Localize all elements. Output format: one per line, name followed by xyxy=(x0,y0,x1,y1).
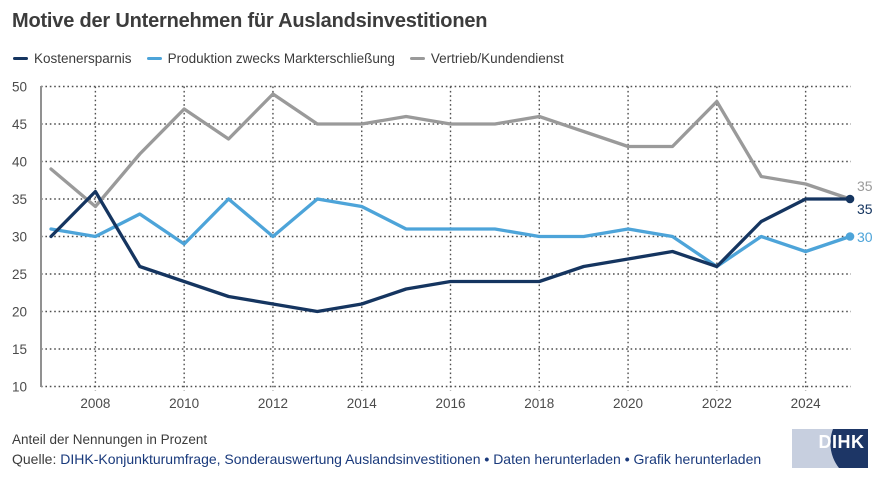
legend-item-vertrieb: Vertrieb/Kundendienst xyxy=(409,51,564,66)
logo-text: DIHK xyxy=(819,432,865,452)
x-tick-label: 2012 xyxy=(258,396,288,411)
y-tick-label: 10 xyxy=(12,380,27,395)
bullet-separator: • xyxy=(484,451,490,467)
download-graphic-link[interactable]: Grafik herunterladen xyxy=(633,451,762,467)
legend-label: Kostenersparnis xyxy=(34,51,132,66)
series-line-kostenersparnis xyxy=(49,189,852,314)
y-tick-label: 30 xyxy=(12,230,27,245)
legend-swatch-icon xyxy=(13,56,28,61)
x-tick-label: 2014 xyxy=(347,396,378,411)
y-tick-label: 40 xyxy=(12,155,27,170)
dihk-logo[interactable]: DIHK xyxy=(792,429,868,468)
y-tick-label: 50 xyxy=(12,80,27,95)
y-tick-label: 15 xyxy=(12,342,27,357)
logo-navy-shape xyxy=(830,429,868,468)
x-tick-label: 2020 xyxy=(613,396,643,411)
series-end-dot xyxy=(845,194,855,204)
source-line: Quelle: DIHK-Konjunkturumfrage, Sonderau… xyxy=(12,451,761,467)
x-tick-label: 2008 xyxy=(80,396,110,411)
legend-label: Vertrieb/Kundendienst xyxy=(430,51,564,66)
chart-title: Motive der Unternehmen für Auslandsinves… xyxy=(12,10,488,32)
chart-legend: Kostenersparnis Produktion zwecks Markte… xyxy=(13,51,564,66)
y-tick-label: 45 xyxy=(12,117,27,132)
y-tick-label: 25 xyxy=(12,267,27,282)
x-tick-label: 2016 xyxy=(435,396,465,411)
line-chart: 10 15 20 25 30 35 40 45 50 2008 2010 2012 2014 2016 20… xyxy=(12,80,873,412)
legend-swatch-icon xyxy=(146,56,162,61)
bullet-separator: • xyxy=(624,451,630,467)
series-end-dot xyxy=(845,232,855,241)
download-data-link[interactable]: Daten herunterladen xyxy=(493,451,621,467)
series-end-label: 35 xyxy=(857,201,873,217)
source-prefix: Quelle: xyxy=(12,451,57,467)
series-line-vertrieb-kundendienst xyxy=(49,92,852,209)
legend-swatch-icon xyxy=(409,56,425,61)
x-tick-label: 2010 xyxy=(169,396,199,411)
x-tick-label: 2024 xyxy=(791,396,822,411)
series-end-label: 35 xyxy=(857,178,873,194)
legend-label: Produktion zwecks Markterschließung xyxy=(167,51,395,66)
legend-item-kostenersparnis: Kostenersparnis xyxy=(13,51,132,66)
x-tick-label: 2018 xyxy=(524,396,554,411)
y-tick-label: 20 xyxy=(12,305,27,320)
source-link[interactable]: DIHK-Konjunkturumfrage, Sonderauswertung… xyxy=(60,451,481,467)
axis-unit-note: Anteil der Nennungen in Prozent xyxy=(12,432,208,447)
legend-item-produktion: Produktion zwecks Markterschließung xyxy=(146,51,395,66)
x-tick-label: 2022 xyxy=(702,396,732,411)
y-tick-label: 35 xyxy=(12,192,27,207)
series-end-label: 30 xyxy=(857,229,873,245)
